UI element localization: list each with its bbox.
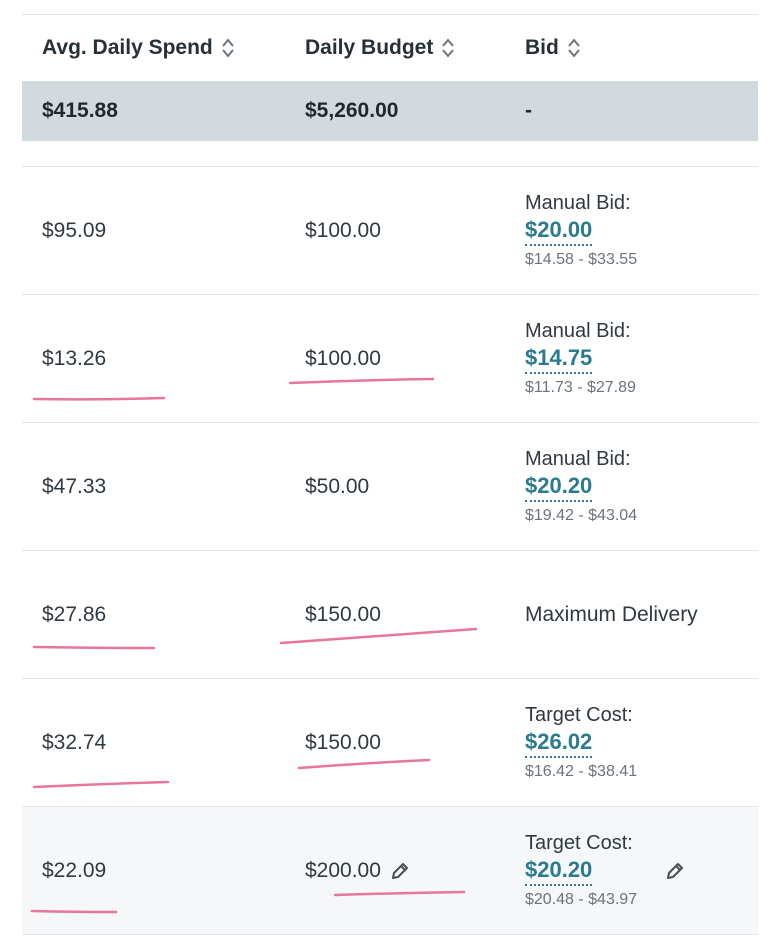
bid-type-label: Manual Bid:: [525, 319, 631, 342]
avg-daily-spend-cell: $95.09: [42, 218, 107, 242]
sort-arrows-icon[interactable]: [221, 37, 235, 59]
table-row: $22.09 $200.00 Target Cost: $20.20 $20.4…: [22, 807, 758, 935]
daily-budget-cell[interactable]: $200.00: [305, 807, 411, 934]
totals-row: $415.88 $5,260.00 -: [22, 81, 758, 141]
bid-value-link[interactable]: $20.00: [525, 216, 593, 246]
table-row: $13.26 $100.00 Manual Bid: $14.75 $11.73…: [22, 295, 758, 423]
table-row: $47.33 $50.00 Manual Bid: $20.20 $19.42 …: [22, 423, 758, 551]
bid-cell: Target Cost: $20.20 $20.48 - $43.97: [525, 807, 686, 934]
bid-cell: Manual Bid: $20.00 $14.58 - $33.55: [525, 167, 637, 294]
bid-value-link[interactable]: $14.75: [525, 344, 593, 374]
daily-budget-cell[interactable]: $50.00: [305, 474, 370, 498]
table-row: $27.86 $150.00 Maximum Delivery: [22, 551, 758, 679]
daily-budget-cell[interactable]: $100.00: [305, 218, 381, 242]
bid-cell: Manual Bid: $20.20 $19.42 - $43.04: [525, 423, 637, 550]
avg-daily-spend-cell: $47.33: [42, 474, 107, 498]
sort-arrows-icon[interactable]: [441, 37, 455, 59]
bid-value-link[interactable]: $26.02: [525, 728, 593, 758]
bid-range: $19.42 - $43.04: [525, 506, 638, 524]
column-header-label: Bid: [525, 36, 559, 59]
column-header-bid[interactable]: Bid: [525, 15, 581, 81]
bid-type-label: Target Cost:: [525, 703, 633, 726]
bid-type-label: Manual Bid:: [525, 191, 631, 214]
campaign-table: Avg. Daily Spend Daily Budget Bid $415.8…: [22, 14, 758, 935]
total-spend: $415.88: [42, 99, 118, 122]
column-header-daily-budget[interactable]: Daily Budget: [305, 15, 455, 81]
bid-value-link[interactable]: $20.20: [525, 472, 593, 502]
bid-type-label: Target Cost:: [525, 831, 633, 854]
table-header: Avg. Daily Spend Daily Budget Bid: [22, 14, 758, 81]
column-header-label: Avg. Daily Spend: [42, 36, 213, 59]
sort-arrows-icon[interactable]: [567, 37, 581, 59]
bid-cell: Maximum Delivery: [525, 551, 698, 678]
daily-budget-cell[interactable]: $150.00: [305, 602, 381, 626]
bid-type-label: Manual Bid:: [525, 447, 631, 470]
total-bid: -: [525, 99, 532, 122]
daily-budget-value: $200.00: [305, 858, 381, 882]
avg-daily-spend-cell: $32.74: [42, 730, 107, 754]
avg-daily-spend-cell: $27.86: [42, 602, 107, 626]
bid-strategy-text: Maximum Delivery: [525, 602, 698, 626]
bid-cell: Target Cost: $26.02 $16.42 - $38.41: [525, 679, 637, 806]
avg-daily-spend-cell: $22.09: [42, 858, 107, 882]
bid-range: $16.42 - $38.41: [525, 762, 638, 780]
pencil-icon[interactable]: [389, 860, 411, 882]
total-budget: $5,260.00: [305, 99, 399, 122]
bid-range: $11.73 - $27.89: [525, 378, 636, 396]
pencil-icon[interactable]: [664, 860, 686, 882]
bid-value-group: $20.20: [525, 856, 686, 886]
column-header-avg-daily-spend[interactable]: Avg. Daily Spend: [42, 15, 235, 81]
avg-daily-spend-cell: $13.26: [42, 346, 107, 370]
bid-range: $20.48 - $43.97: [525, 890, 638, 908]
table-row: $32.74 $150.00 Target Cost: $26.02 $16.4…: [22, 679, 758, 807]
bid-cell: Manual Bid: $14.75 $11.73 - $27.89: [525, 295, 636, 422]
row-spacer: [22, 141, 758, 167]
table-row: $95.09 $100.00 Manual Bid: $20.00 $14.58…: [22, 167, 758, 295]
daily-budget-cell[interactable]: $100.00: [305, 346, 381, 370]
bid-value-link[interactable]: $20.20: [525, 856, 593, 886]
column-header-label: Daily Budget: [305, 36, 434, 59]
bid-range: $14.58 - $33.55: [525, 250, 638, 268]
daily-budget-cell[interactable]: $150.00: [305, 730, 381, 754]
